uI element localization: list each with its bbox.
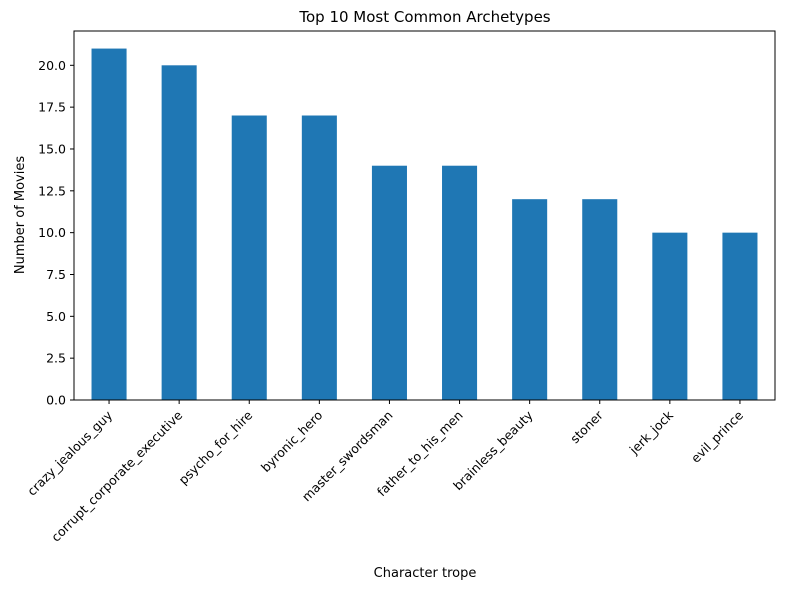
x-tick-label: psycho_for_hire [176, 407, 256, 487]
plot-frame [73, 30, 776, 401]
bar-brainless-beauty [512, 199, 548, 400]
chart-title: Top 10 Most Common Archetypes [298, 8, 550, 26]
y-tick-label: 20.0 [38, 58, 66, 73]
bar-jerk-jock [652, 232, 688, 400]
bars-group [91, 48, 758, 401]
bar-evil-prince [722, 232, 758, 400]
bar-crazy-jealous-guy [91, 48, 127, 400]
x-tick-label: corrupt_corporate_executive [48, 407, 185, 544]
y-tick-label: 12.5 [38, 183, 66, 198]
x-tick-label: evil_prince [688, 407, 746, 465]
y-axis: 0.0 2.5 5.0 7.5 10.0 12.5 15.0 17.5 20.0 [38, 58, 74, 408]
y-tick-label: 17.5 [38, 100, 66, 115]
x-tick-label: byronic_hero [258, 408, 326, 476]
bar-corrupt-corporate-executive [161, 65, 197, 400]
y-tick-label: 2.5 [46, 351, 66, 366]
x-tick-label: jerk_jock [626, 407, 677, 458]
y-tick-label: 5.0 [46, 309, 66, 324]
y-tick-label: 7.5 [46, 267, 66, 282]
y-axis-label: Number of Movies [13, 156, 28, 274]
bar-father-to-his-men [442, 165, 478, 400]
bar-byronic-hero [301, 115, 337, 401]
y-tick-label: 0.0 [46, 393, 66, 408]
y-tick-label: 10.0 [38, 225, 66, 240]
y-tick-label: 15.0 [38, 141, 66, 156]
bar-psycho-for-hire [231, 115, 267, 401]
bar-stoner [582, 199, 618, 400]
x-tick-label: stoner [567, 407, 606, 446]
bar-master-swordsman [371, 165, 407, 400]
x-axis: crazy_jealous_guycorrupt_corporate_execu… [24, 400, 746, 545]
x-axis-label: Character trope [374, 566, 477, 581]
